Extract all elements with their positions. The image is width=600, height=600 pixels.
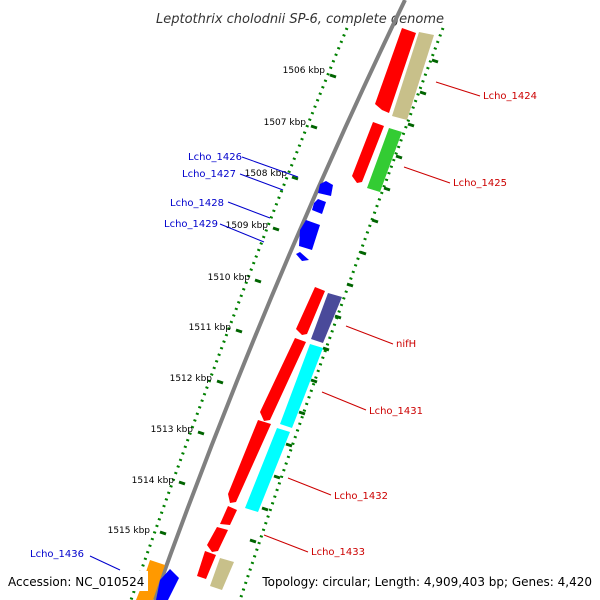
label-lcho-1426: Lcho_1426 [188, 152, 242, 163]
tick-1509 [272, 226, 280, 232]
gene-nifh-arrow [296, 287, 325, 335]
tick-label-1515: 1515 kbp [108, 526, 151, 536]
label-lcho-1431: Lcho_1431 [369, 406, 423, 417]
gene-nifh-cog [311, 293, 342, 343]
gene-lcho-1424-arrow [375, 28, 416, 113]
tick-label-1508: 1508 kbp [245, 169, 288, 179]
tick-label-1512: 1512 kbp [170, 374, 213, 384]
label-lcho-1428: Lcho_1428 [170, 198, 224, 209]
kbp-ticks: 1506 kbp 1507 kbp 1508 kbp 1509 kbp 1510… [108, 66, 337, 536]
tick-label-1507: 1507 kbp [264, 118, 307, 128]
label-lcho-1427: Lcho_1427 [182, 169, 236, 180]
tick-label-1511: 1511 kbp [189, 323, 232, 333]
tick-label-1514: 1514 kbp [132, 476, 175, 486]
label-lcho-1436: Lcho_1436 [30, 549, 84, 560]
gene-lcho-1434-arrow [197, 551, 216, 579]
gene-lcho-1427-arrow [312, 199, 326, 214]
gene-lcho-1432-arrow [228, 420, 271, 503]
label-nifh: nifH [396, 339, 416, 350]
tick-1514 [178, 480, 186, 486]
gene-lcho-1425-arrow [352, 122, 384, 183]
tick-1511 [235, 328, 243, 334]
outer-ring-ticks [249, 58, 439, 544]
gene-lcho-1426-arrow [318, 181, 333, 196]
tick-1507 [310, 124, 318, 130]
tick-1515 [159, 530, 167, 536]
tick-1506 [329, 73, 337, 79]
gene-lcho-1429-arrow [296, 252, 309, 261]
gene-lcho-1425-cog [367, 128, 402, 192]
label-lcho-1429: Lcho_1429 [164, 219, 218, 230]
tick-1508 [291, 175, 299, 181]
scale-ring-outer [238, 27, 445, 600]
gene-lcho-1436-arrow [156, 569, 179, 600]
tick-label-1509: 1509 kbp [226, 221, 269, 231]
gene-lcho-1433a-arrow [220, 506, 237, 525]
footer-accession: Accession: NC_010524 [8, 575, 144, 589]
label-lcho-1433: Lcho_1433 [311, 547, 365, 558]
gene-lcho-1434-cog [210, 558, 234, 590]
tick-label-1510: 1510 kbp [208, 273, 251, 283]
gene-lcho-1431-cog [280, 344, 323, 428]
map-title: Leptothrix cholodnii SP-6, complete geno… [156, 12, 444, 27]
gene-lcho-1424-cog [392, 32, 434, 120]
forward-genes [197, 28, 434, 590]
genome-backbone [152, 0, 407, 600]
tick-1510 [254, 278, 262, 284]
tick-1512 [216, 379, 224, 385]
footer-topology: Topology: circular; Length: 4,909,403 bp… [261, 575, 592, 589]
gene-labels: Lcho_1424 Lcho_1425 Lcho_1426 Lcho_1427 … [30, 91, 537, 560]
label-lcho-1432: Lcho_1432 [334, 491, 388, 502]
label-leader-lines [89, 81, 481, 571]
footer-topology-bg [256, 571, 596, 591]
label-lcho-1424: Lcho_1424 [483, 91, 537, 102]
footer-accession-bg [4, 571, 148, 591]
tick-1513 [197, 430, 205, 436]
gene-lcho-1432-cog [245, 428, 290, 512]
gene-lcho-1433b-arrow [207, 527, 228, 552]
tick-label-1513: 1513 kbp [151, 425, 194, 435]
label-lcho-1425: Lcho_1425 [453, 178, 507, 189]
gene-lcho-1431-arrow [260, 338, 306, 421]
gene-lcho-1428-arrow [299, 220, 320, 250]
tick-label-1506: 1506 kbp [283, 66, 326, 76]
